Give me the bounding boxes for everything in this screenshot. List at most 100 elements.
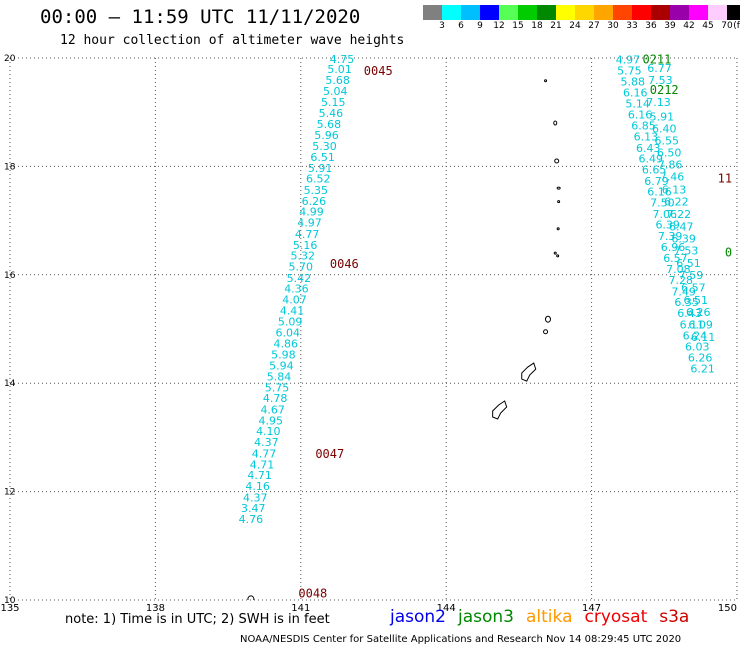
wave-height-value: 4.07 bbox=[282, 294, 307, 307]
graticule bbox=[9, 57, 738, 601]
wave-height-value: 5.94 bbox=[269, 360, 294, 373]
island-tinian bbox=[543, 329, 549, 335]
wave-height-value: 6.03 bbox=[685, 341, 710, 354]
wave-height-value: 5.14 bbox=[625, 97, 650, 110]
wave-height-value: 4.71 bbox=[247, 469, 272, 482]
wave-height-value: 6.77 bbox=[647, 62, 672, 75]
color-scale-label: 24 bbox=[569, 21, 581, 31]
wave-height-value: 7.39 bbox=[658, 230, 683, 243]
axis-labels: 135 138 141 144 147 150 20 18 16 14 12 10 bbox=[0, 54, 737, 614]
wave-height-value: 5.04 bbox=[323, 85, 348, 98]
wave-height-value: 5.70 bbox=[289, 260, 314, 273]
altimeter-tracks: 4.755.015.685.045.155.465.685.965.306.51… bbox=[239, 52, 732, 600]
color-scale-label: 33 bbox=[626, 21, 638, 31]
pass-time-label: 11 bbox=[718, 172, 732, 186]
wave-height-value: 4.77 bbox=[295, 228, 320, 241]
wave-height-value: 5.68 bbox=[325, 74, 350, 87]
wave-height-value: 6.22 bbox=[664, 195, 689, 208]
color-scale-label: 39 bbox=[664, 21, 676, 31]
color-scale-swatch bbox=[499, 5, 518, 20]
color-scale-swatch bbox=[594, 5, 613, 20]
island-guam bbox=[492, 400, 508, 420]
wave-height-value: 6.16 bbox=[623, 86, 648, 99]
map-subtitle: 12 hour collection of altimeter wave hei… bbox=[60, 33, 405, 48]
wave-height-value: 6.13 bbox=[662, 184, 687, 197]
y-tick-label: 18 bbox=[4, 162, 16, 172]
wave-height-value: 4.86 bbox=[274, 337, 299, 350]
wave-height-value: 5.75 bbox=[265, 381, 290, 394]
color-scale-swatch bbox=[613, 5, 632, 20]
y-tick-label: 14 bbox=[4, 379, 16, 389]
color-scale-swatch bbox=[480, 5, 499, 20]
wave-height-value: 7.50 bbox=[650, 197, 675, 210]
wave-height-value: 5.68 bbox=[317, 118, 342, 131]
island-maug bbox=[553, 120, 558, 126]
color-scale-swatch bbox=[537, 5, 556, 20]
color-scale-swatch bbox=[442, 5, 461, 20]
x-tick-label: 147 bbox=[582, 603, 601, 614]
wave-height-value: 5.91 bbox=[650, 110, 675, 123]
wave-height-color-scale bbox=[423, 5, 740, 20]
color-scale-label: 9 bbox=[477, 21, 483, 31]
wave-height-value: 6.13 bbox=[634, 130, 659, 143]
color-scale-label: 30 bbox=[607, 21, 619, 31]
pass-time-label: 0045 bbox=[364, 64, 393, 78]
pass-time-label: 0 bbox=[725, 245, 732, 259]
color-scale-swatch bbox=[689, 5, 708, 20]
wave-height-value: 4.76 bbox=[239, 513, 264, 526]
wave-height-value: 6.57 bbox=[681, 282, 706, 295]
x-tick-label: 138 bbox=[146, 603, 165, 614]
wave-height-value: 6.50 bbox=[657, 147, 682, 160]
wave-height-value: 6.39 bbox=[671, 232, 696, 245]
island-anatahan bbox=[556, 254, 560, 258]
track-start-marker bbox=[247, 595, 255, 600]
wave-height-value: 4.97 bbox=[297, 217, 322, 230]
wave-height-value: 6.55 bbox=[654, 135, 679, 148]
color-scale-label: (ft) bbox=[733, 21, 740, 31]
wave-height-value: 4.95 bbox=[259, 414, 284, 427]
pass-time-label: 0046 bbox=[330, 257, 359, 271]
wave-height-value: 5.32 bbox=[290, 250, 315, 263]
color-scale-label: 15 bbox=[512, 21, 524, 31]
wave-height-value: 6.51 bbox=[684, 294, 709, 307]
wave-height-value: 6.51 bbox=[676, 257, 701, 270]
wave-height-value: 7.59 bbox=[679, 269, 704, 282]
satellite-altika: altika bbox=[526, 607, 573, 627]
island-pagan bbox=[557, 200, 561, 204]
pass-time-label: 0211 bbox=[642, 52, 671, 66]
wave-height-value: 7.13 bbox=[646, 96, 671, 109]
wave-height-value: 6.43 bbox=[677, 307, 702, 320]
track-labels: 4.755.015.685.045.155.465.685.965.306.51… bbox=[239, 52, 732, 600]
color-scale-swatch bbox=[727, 5, 740, 20]
wave-height-value: 6.52 bbox=[306, 173, 331, 186]
wave-height-value: 4.41 bbox=[280, 304, 305, 317]
color-scale-swatch bbox=[461, 5, 480, 20]
wave-height-value: 5.42 bbox=[287, 272, 312, 285]
color-scale-label: 45 bbox=[702, 21, 714, 31]
wave-height-value: 6.49 bbox=[638, 153, 663, 166]
credit-line: NOAA/NESDIS Center for Satellite Applica… bbox=[240, 634, 682, 645]
wave-height-value: 5.35 bbox=[304, 184, 329, 197]
wave-height-value: 3.47 bbox=[241, 502, 266, 515]
wave-height-value: 7.08 bbox=[666, 263, 691, 276]
wave-height-value: 5.01 bbox=[327, 63, 352, 76]
y-tick-label: 12 bbox=[4, 488, 15, 498]
wave-height-value: 6.40 bbox=[652, 122, 677, 135]
wave-height-value: 4.16 bbox=[245, 480, 270, 493]
pass-time-label: 0047 bbox=[315, 447, 344, 461]
wave-height-value: 7.53 bbox=[648, 74, 673, 87]
wave-height-value: 5.98 bbox=[271, 348, 296, 361]
wave-height-value: 5.75 bbox=[617, 64, 642, 77]
wave-height-value: 4.67 bbox=[260, 404, 285, 417]
color-scale-swatch bbox=[518, 5, 537, 20]
wave-height-value: 5.91 bbox=[308, 162, 333, 175]
wave-height-value: 4.37 bbox=[243, 491, 268, 504]
wave-height-value: 5.15 bbox=[321, 96, 346, 109]
wave-height-value: 4.36 bbox=[284, 283, 309, 296]
map-title: 00:00 – 11:59 UTC 11/11/2020 bbox=[40, 6, 361, 28]
wave-height-value: 6.39 bbox=[655, 219, 680, 232]
color-scale-swatch bbox=[423, 5, 442, 20]
wave-height-value: 4.99 bbox=[299, 206, 324, 219]
wave-height-value: 7.49 bbox=[671, 285, 696, 298]
